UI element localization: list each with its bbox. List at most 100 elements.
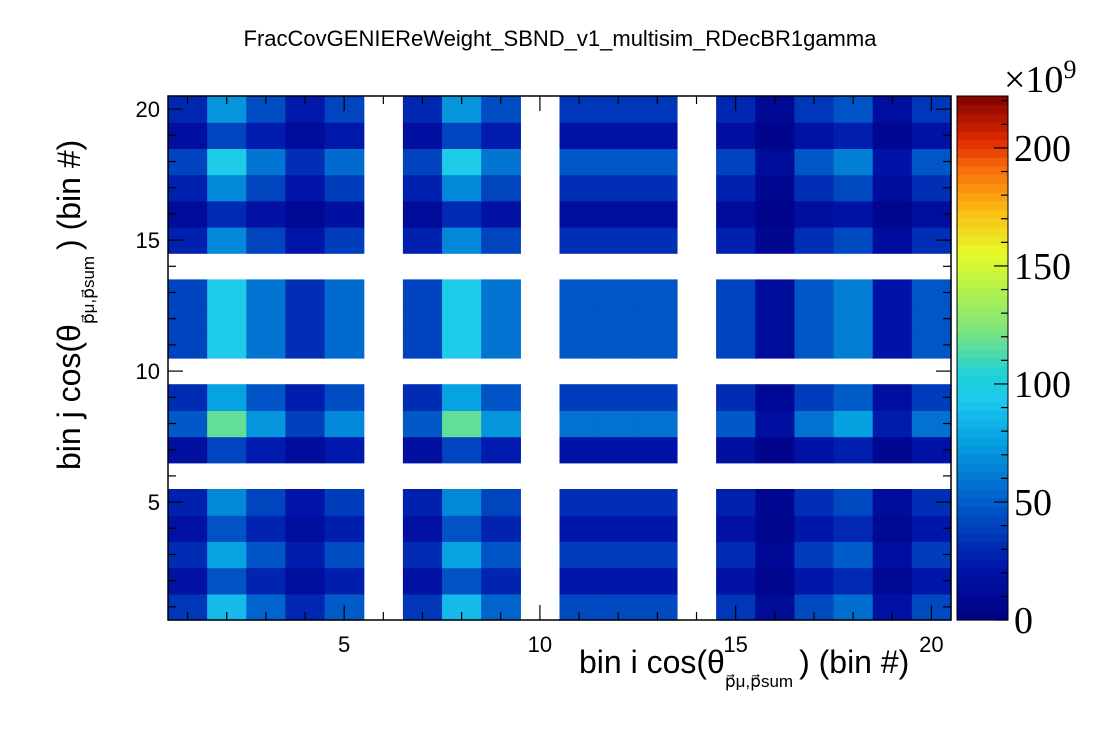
y-axis-label-tail: ) (bin #) [51,140,87,250]
heatmap-cell [872,305,913,333]
heatmap-cell [637,384,678,411]
palette-swatch [957,244,1008,254]
heatmap-cell [833,279,874,307]
palette-swatch [957,523,1008,534]
heatmap-cell [833,200,874,228]
heatmap-cell [481,515,521,542]
heatmap-cell [794,279,835,307]
heatmap-cell [794,384,835,411]
heatmap-cell [481,200,521,228]
heatmap-cell [872,515,913,542]
heatmap-cell [637,541,678,569]
palette-swatch [957,331,1008,342]
heatmap-cell [794,148,835,176]
heatmap-cell [559,305,600,333]
heatmap-cell [794,305,835,333]
palette-swatch [957,401,1008,411]
y-axis-ticks: 5 10 15 20 [136,97,951,608]
heatmap-cell [598,148,639,176]
heatmap-cell [598,541,639,569]
heatmap-cell [207,515,247,542]
palette-swatch [957,392,1008,403]
heatmap-cell [794,436,835,464]
heatmap-cell [324,489,365,516]
heatmap-cell [246,436,287,464]
palette-swatch [957,157,1008,167]
heatmap-cell [442,541,482,569]
palette-swatch [957,227,1008,237]
palette-swatch [957,436,1008,446]
heatmap-cell [637,410,678,438]
heatmap-cell [716,305,756,333]
heatmap-cell [324,515,365,542]
heatmap-cell [285,174,326,202]
palette-swatch [957,148,1008,158]
heatmap-cell [716,567,756,595]
heatmap-cell [324,122,365,149]
svg-text:bin j cos(θp⃗μ,p⃗sum) (bin #): bin j cos(θp⃗μ,p⃗sum) (bin #) [51,140,98,470]
palette-swatch [957,305,1008,315]
y-tick-label: 15 [136,228,160,253]
heatmap-cell [872,174,913,202]
heatmap-cell [833,410,874,438]
heatmap-cell [207,122,247,149]
heatmap-cell [207,384,247,411]
heatmap-cell [755,122,795,149]
heatmap-cell [637,515,678,542]
heatmap-cell [833,227,874,254]
heatmap-cell [637,148,678,176]
heatmap-cell [598,515,639,542]
palette-swatch [957,567,1008,577]
heatmap-cell [402,331,443,359]
heatmap-cell [716,384,756,411]
heatmap-cell [402,122,443,149]
heatmap-cell [402,541,443,569]
heatmap-cell [481,148,521,176]
y-axis-label: bin j cos(θp⃗μ,p⃗sum) (bin #) [51,140,98,470]
palette-tick-label: 100 [1014,364,1071,406]
heatmap-cell [872,410,913,438]
palette-swatch [957,480,1008,490]
palette-swatch [957,296,1008,307]
palette-swatch [957,174,1008,184]
heatmap-cell [442,515,482,542]
palette-swatch [957,104,1008,115]
heatmap-cell [207,489,247,516]
heatmap-cell [833,541,874,569]
y-axis-label-subscript: p⃗μ,p⃗sum [79,256,98,324]
palette-exponent: ×109 [1004,55,1076,101]
palette-tick-label: 150 [1014,246,1071,288]
heatmap-cell [755,305,795,333]
heatmap-cell [755,541,795,569]
heatmap-cell [246,305,287,333]
x-axis-ticks: 5 10 15 20 [186,96,944,657]
heatmap-cell [285,515,326,542]
palette-swatch [957,209,1008,219]
palette-swatch [957,96,1008,106]
heatmap-cell [637,567,678,595]
palette-swatch [957,445,1008,455]
chart-title: FracCovGENIEReWeight_SBND_v1_multisim_RD… [244,26,878,51]
heatmap-cell [402,227,443,254]
palette-swatch [957,585,1008,595]
palette-swatch [957,192,1008,202]
heatmap-cell [324,174,365,202]
heatmap-cell [872,489,913,516]
heatmap-cell [794,515,835,542]
heatmap-cell [324,200,365,228]
heatmap-cell [246,515,287,542]
heatmap-cell [716,489,756,516]
heatmap-cell [716,227,756,254]
heatmap-cell [637,122,678,149]
heatmap-cell [833,174,874,202]
heatmap-cell [716,122,756,149]
heatmap-cell [637,174,678,202]
palette-swatch [957,384,1008,394]
heatmap-cell [559,279,600,307]
heatmap-cell [285,489,326,516]
heatmap-cell [481,567,521,595]
heatmap-cell [246,279,287,307]
heatmap-cell [559,567,600,595]
palette-swatch [957,130,1008,141]
palette-swatch [957,375,1008,385]
